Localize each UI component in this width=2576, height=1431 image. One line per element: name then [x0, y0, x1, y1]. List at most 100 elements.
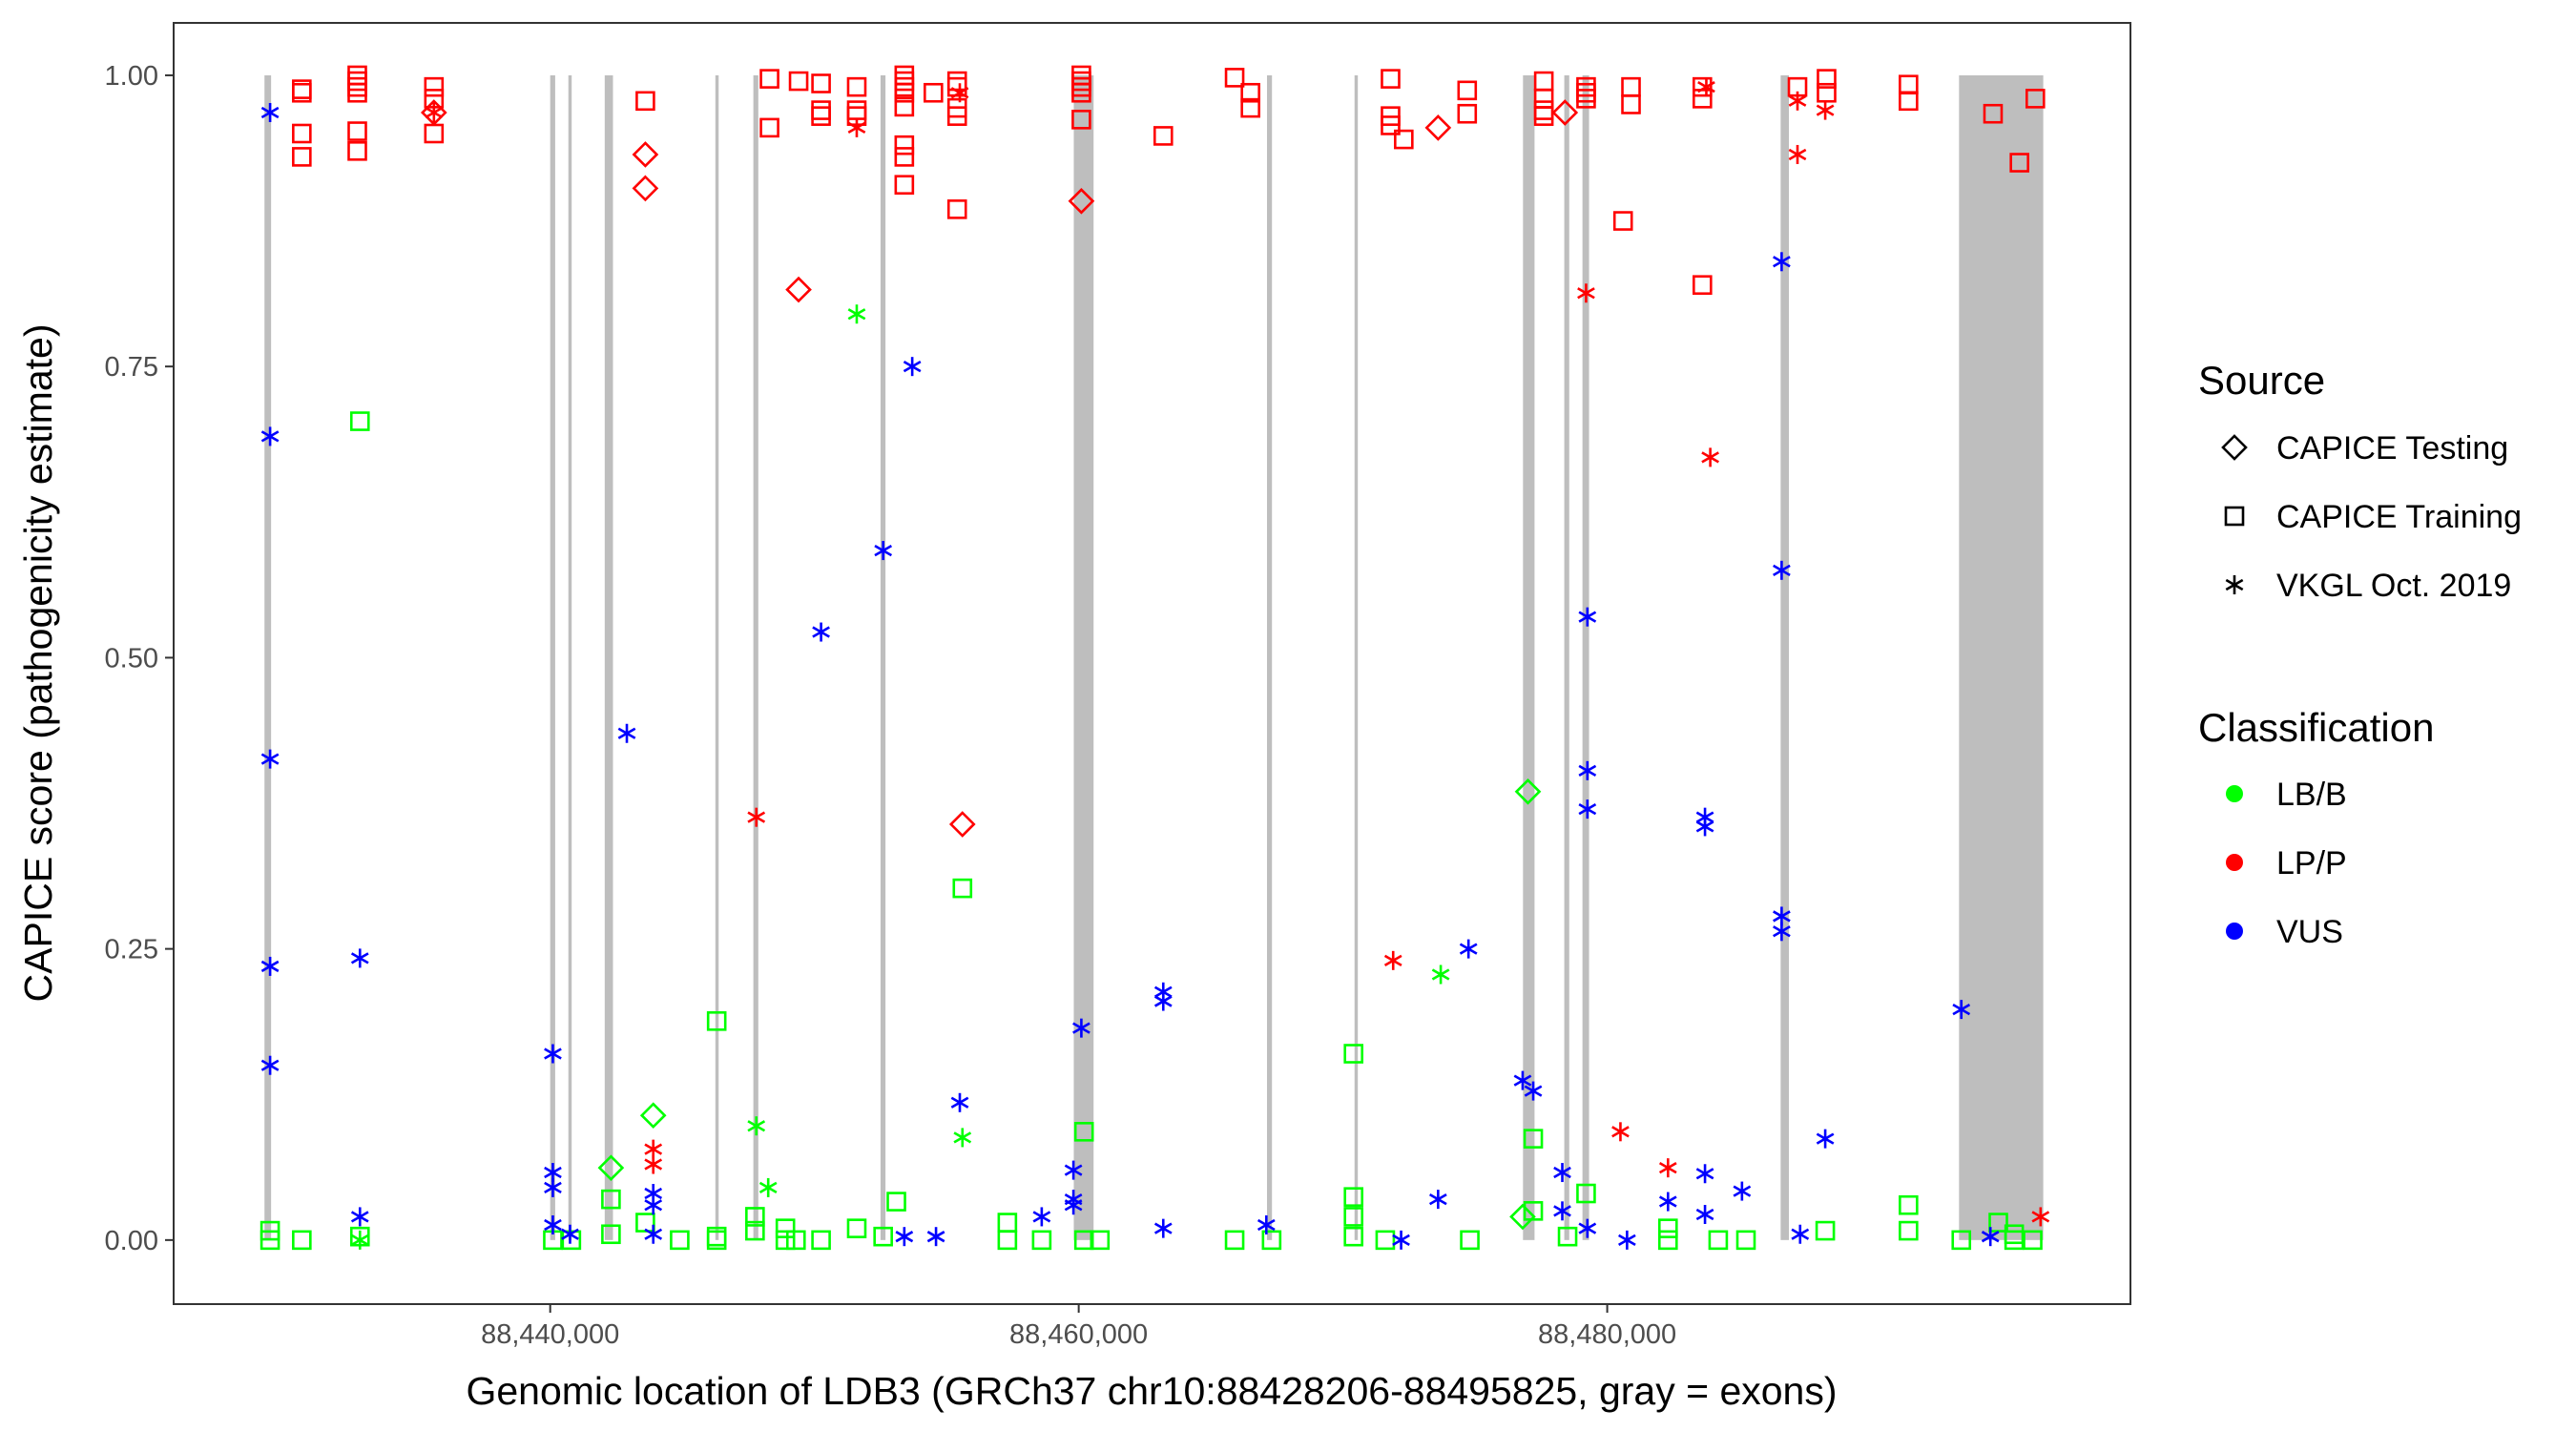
data-point-asterisk [1952, 1000, 1971, 1020]
y-tick-label: 0.75 [105, 352, 158, 383]
data-point-asterisk [1064, 1160, 1083, 1180]
data-point-asterisk [544, 1214, 562, 1234]
data-point-asterisk [1788, 91, 1807, 111]
data-point-square [1533, 106, 1554, 126]
data-point-square [1343, 1187, 1363, 1207]
data-point-diamond [1514, 778, 1542, 805]
data-point-square [1817, 69, 1837, 89]
y-axis-title: CAPICE score (pathogenicity estimate) [16, 324, 60, 1003]
data-point-asterisk [1577, 283, 1595, 303]
data-point-asterisk [260, 103, 280, 123]
data-point-asterisk [644, 1224, 663, 1244]
data-point-square [811, 73, 831, 93]
data-point-asterisk [1153, 1218, 1173, 1238]
data-point-asterisk [1431, 964, 1450, 985]
exon-bands [264, 74, 2044, 1240]
exon-band [1354, 74, 1359, 1240]
legend-asterisk-icon [2225, 575, 2244, 594]
data-point-square [1375, 1230, 1396, 1251]
data-point-asterisk [1695, 817, 1714, 837]
data-point-square [894, 96, 915, 117]
data-point-square [745, 1207, 765, 1227]
y-axis-ticks: 0.00 0.25 0.50 0.75 1.00 [105, 61, 174, 1256]
data-point-asterisk [847, 117, 866, 137]
data-point-asterisk [1701, 447, 1719, 467]
data-point-asterisk [1064, 1195, 1083, 1215]
data-point-square [260, 1230, 280, 1251]
legend-class-label: LP/P [2276, 845, 2347, 881]
data-point-square [670, 1230, 690, 1251]
data-point-square [1073, 1230, 1094, 1251]
data-point-square [873, 1226, 893, 1247]
data-point-square [846, 76, 867, 97]
data-point-asterisk [926, 1227, 945, 1247]
data-points [260, 65, 2050, 1251]
data-point-square [424, 76, 445, 97]
data-point-asterisk [350, 948, 369, 968]
legend-color-dot-icon [2226, 854, 2243, 871]
data-point-asterisk [1553, 1163, 1571, 1183]
data-point-asterisk [1383, 950, 1402, 970]
data-point-asterisk [758, 1177, 778, 1197]
data-point-square [1457, 103, 1478, 124]
data-point-asterisk [1791, 1224, 1810, 1244]
data-point-asterisk [1733, 1181, 1752, 1201]
data-point-square [775, 1218, 796, 1238]
y-tick-label: 0.25 [105, 935, 158, 965]
data-point-diamond [632, 175, 659, 202]
data-point-square [785, 1230, 806, 1251]
data-point-asterisk [1072, 1018, 1091, 1038]
data-point-square [1343, 1226, 1363, 1247]
data-point-square [759, 69, 779, 89]
data-point-asterisk [747, 1116, 766, 1136]
data-point-square [946, 199, 967, 219]
data-point-square [1693, 76, 1713, 97]
legend-source-title: Source [2198, 358, 2325, 403]
data-point-square [1153, 126, 1174, 146]
data-point-square [2004, 1230, 2025, 1251]
exon-band [715, 74, 719, 1240]
data-point-asterisk [1553, 1201, 1571, 1221]
data-point-asterisk [1773, 252, 1791, 272]
data-point-square [1071, 110, 1091, 130]
exon-band [1959, 74, 2044, 1240]
legend-source-label: VKGL Oct. 2019 [2276, 568, 2511, 604]
data-point-square [292, 123, 312, 144]
legend-source-label: CAPICE Training [2276, 499, 2522, 535]
data-point-square [1708, 1230, 1729, 1251]
data-point-square [601, 1224, 621, 1245]
data-point-square [1090, 1230, 1111, 1251]
data-point-asterisk [1428, 1190, 1447, 1210]
data-point-square [1657, 1218, 1678, 1238]
data-point-square [635, 1213, 655, 1233]
exon-band [604, 74, 613, 1240]
data-point-asterisk [1578, 1218, 1597, 1238]
exon-band [1582, 74, 1589, 1240]
data-point-square [745, 1220, 765, 1241]
data-point-square [759, 117, 779, 138]
data-point-asterisk [350, 1230, 369, 1250]
data-point-asterisk [950, 83, 969, 103]
data-point-diamond [632, 141, 659, 168]
data-point-square [1343, 1044, 1363, 1064]
data-point-diamond [948, 811, 976, 838]
exon-band [880, 74, 886, 1240]
data-point-square [2023, 1230, 2043, 1251]
data-point-asterisk [2031, 1207, 2050, 1227]
data-point-asterisk [1695, 1164, 1714, 1184]
data-point-asterisk [1618, 1230, 1636, 1250]
data-point-asterisk [1773, 560, 1791, 580]
data-point-square [811, 1230, 831, 1251]
data-point-asterisk [1816, 100, 1835, 120]
data-point-square [1557, 1226, 1578, 1247]
data-point-asterisk [561, 1224, 579, 1244]
data-point-asterisk [1695, 1204, 1714, 1224]
data-point-square [1460, 1230, 1480, 1251]
legend-class-label: VUS [2276, 914, 2343, 950]
data-point-asterisk [260, 1055, 280, 1075]
data-point-square [1735, 1230, 1756, 1251]
data-point-square [1523, 1201, 1544, 1221]
data-point-asterisk [950, 1092, 969, 1112]
data-point-asterisk [1524, 1081, 1543, 1101]
